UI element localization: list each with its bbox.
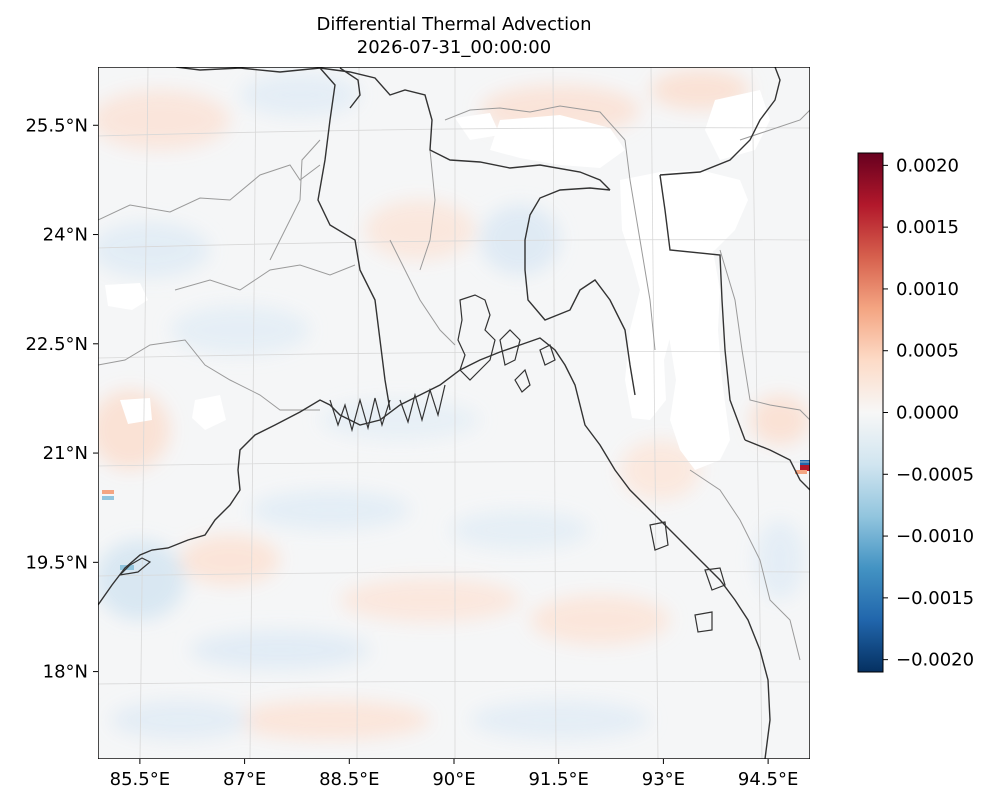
colorbar-tick-label: −0.0020: [896, 650, 974, 671]
coastlines: [98, 67, 810, 759]
map-title: Differential Thermal Advection: [316, 14, 591, 35]
x-tick-label: 94.5°E: [738, 769, 798, 790]
x-tick-label: 91.5°E: [528, 769, 588, 790]
y-tick-label: 25.5°N: [25, 115, 88, 136]
y-tick-labels: 25.5°N 24°N 22.5°N 21°N 19.5°N 18°N: [25, 115, 98, 683]
gridlines: [98, 67, 810, 759]
x-tick-label: 85.5°E: [110, 769, 170, 790]
x-tick-label: 88.5°E: [319, 769, 379, 790]
y-tick-label: 22.5°N: [25, 334, 88, 355]
colorbar-tick-labels: 0.0020 0.0015 0.0010 0.0005 0.0000 −0.0005 −0.…: [883, 155, 974, 671]
colorbar-tick-label: 0.0020: [896, 155, 959, 176]
colorbar-tick-label: 0.0015: [896, 217, 959, 238]
colorbar: 0.0020 0.0015 0.0010 0.0005 0.0000 −0.0005 −0.…: [857, 152, 974, 673]
advection-field: [98, 70, 810, 740]
x-tick-label: 93°E: [642, 769, 685, 790]
y-tick-label: 19.5°N: [25, 552, 88, 573]
colorbar-tick-label: 0.0000: [896, 403, 959, 424]
x-tick-label: 87°E: [223, 769, 266, 790]
y-tick-label: 18°N: [43, 662, 88, 683]
map-subtitle: 2026-07-31_00:00:00: [357, 37, 551, 58]
colorbar-tick-label: −0.0010: [896, 526, 974, 547]
colorbar-tick-label: −0.0015: [896, 588, 974, 609]
map-area: [98, 67, 810, 759]
colorbar-tick-label: 0.0005: [896, 341, 959, 362]
colorbar-tick-label: −0.0005: [896, 464, 974, 485]
y-tick-label: 24°N: [43, 225, 88, 246]
colorbar-tick-label: 0.0010: [896, 279, 959, 300]
colorbar-gradient: [857, 152, 884, 673]
y-tick-label: 21°N: [43, 443, 88, 464]
masked-terrain: [105, 90, 770, 470]
x-tick-label: 90°E: [432, 769, 475, 790]
x-tick-labels: 85.5°E 87°E 88.5°E 90°E 91.5°E 93°E 94.5°E: [110, 759, 798, 790]
delta-islands: [118, 294, 726, 633]
state-borders: [98, 105, 810, 661]
